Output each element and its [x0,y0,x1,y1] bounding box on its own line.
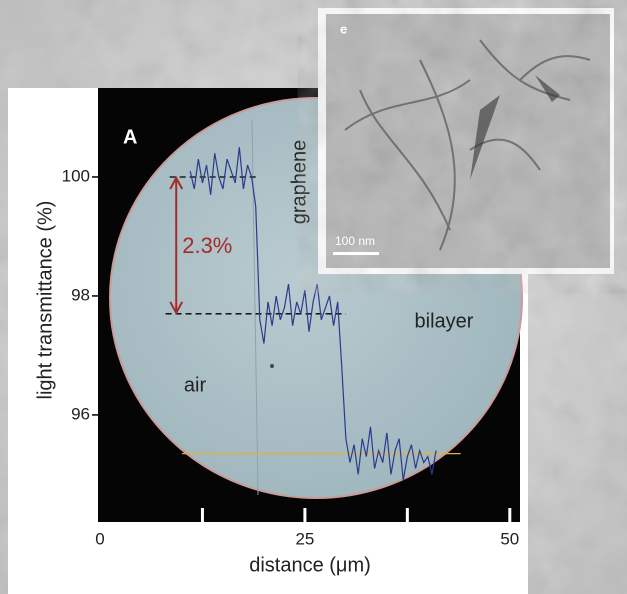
inset-texture [326,14,610,268]
scale-bar-label: 100 nm [335,234,375,248]
y-tick-label: 98 [71,285,90,304]
panel-label: A [123,126,137,148]
x-axis-label: distance (μm) [249,554,371,576]
region-label: air [184,374,207,396]
page: 96 98 100 0 25 50 light transmittance (%) dista… [0,0,627,594]
y-axis-label: light transmittance (%) [34,201,56,400]
y-tick-label: 96 [71,404,90,423]
region-label: graphene [288,140,310,225]
speck [270,364,274,368]
inset: e 100 nm [318,8,614,274]
x-tick-label: 0 [95,529,104,548]
x-tick-label: 50 [500,529,519,548]
scale-bar [333,252,379,255]
x-tick-label: 25 [295,529,314,548]
region-label: bilayer [415,310,474,332]
inset-label: e [340,21,347,36]
y-tick-label: 100 [62,166,90,185]
figure: 96 98 100 0 25 50 light transmittance (%) dista… [0,0,627,594]
annotation-label: 2.3% [182,233,232,258]
